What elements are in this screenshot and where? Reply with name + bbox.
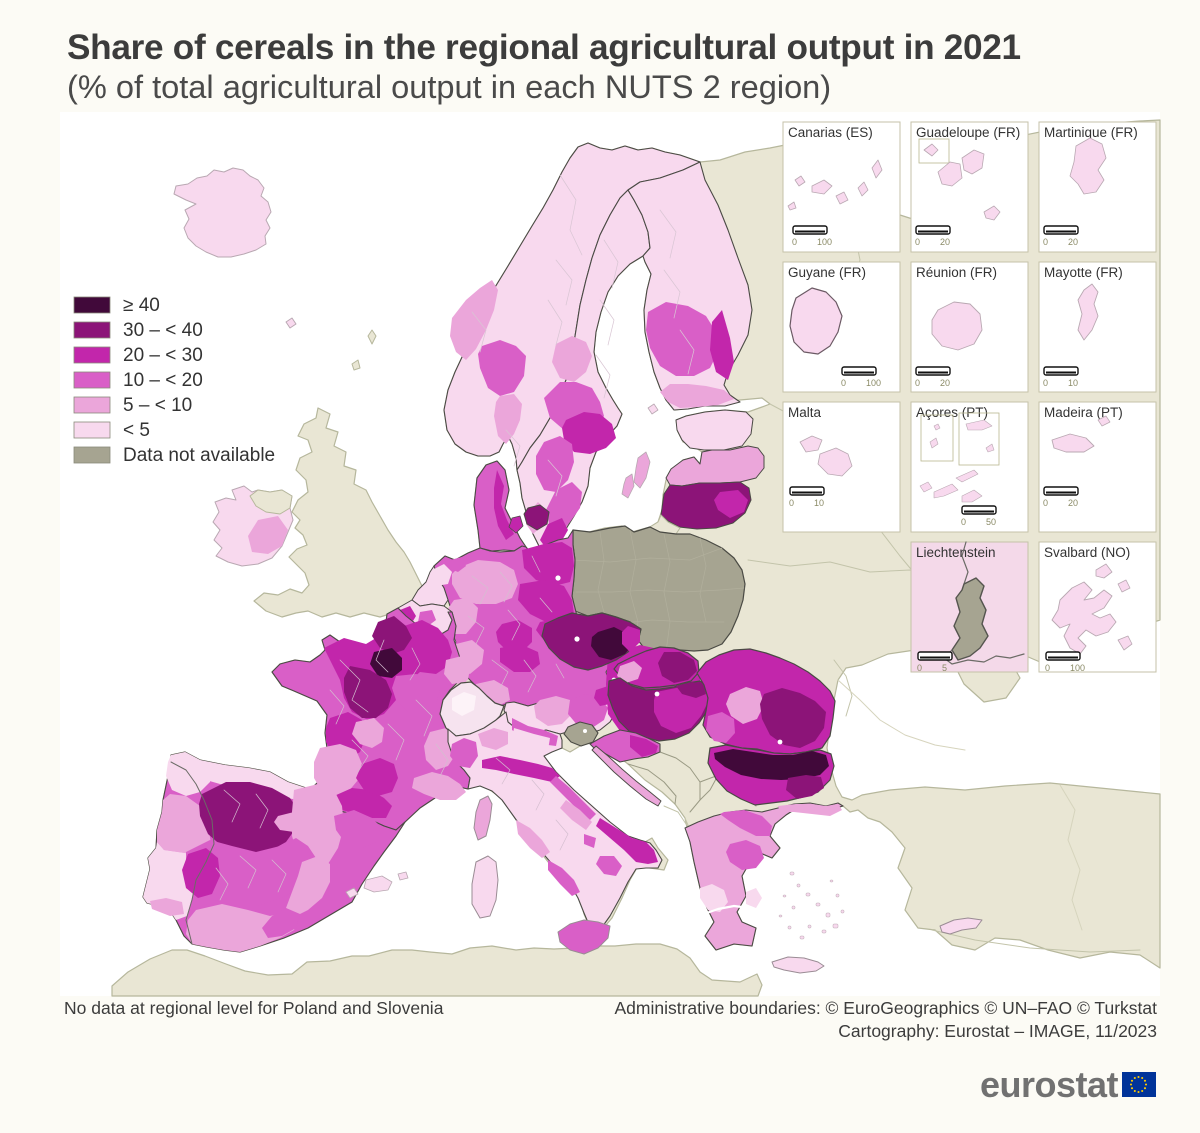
svg-text:Mayotte (FR): Mayotte (FR): [1044, 265, 1123, 280]
svg-text:0: 0: [1043, 237, 1048, 247]
svg-text:Administrative boundaries: © E: Administrative boundaries: © EuroGeograp…: [614, 998, 1157, 1018]
svg-text:≥ 40: ≥ 40: [123, 295, 160, 316]
svg-text:5: 5: [942, 663, 947, 673]
svg-text:10: 10: [814, 498, 824, 508]
svg-text:Guyane (FR): Guyane (FR): [788, 265, 866, 280]
svg-text:Canarias (ES): Canarias (ES): [788, 125, 873, 140]
svg-text:0: 0: [961, 517, 966, 527]
svg-text:Açores (PT): Açores (PT): [916, 405, 988, 420]
svg-text:< 5: < 5: [123, 420, 150, 441]
svg-text:Martinique (FR): Martinique (FR): [1044, 125, 1138, 140]
svg-text:10: 10: [1068, 378, 1078, 388]
svg-text:No data at regional level for: No data at regional level for Poland and…: [64, 998, 444, 1018]
svg-text:0: 0: [1043, 498, 1048, 508]
svg-text:0: 0: [841, 378, 846, 388]
svg-text:Madeira (PT): Madeira (PT): [1044, 405, 1123, 420]
svg-text:100: 100: [866, 378, 881, 388]
svg-text:0: 0: [917, 663, 922, 673]
svg-text:100: 100: [1070, 663, 1085, 673]
svg-text:(% of total agricultural outpu: (% of total agricultural output in each …: [67, 68, 831, 105]
svg-text:eurostat: eurostat: [980, 1064, 1119, 1105]
svg-text:Malta: Malta: [788, 405, 822, 420]
svg-text:Data not available: Data not available: [123, 445, 275, 466]
svg-text:10 – < 20: 10 – < 20: [123, 370, 203, 391]
svg-text:0: 0: [915, 237, 920, 247]
svg-text:Cartography: Eurostat – IMAGE,: Cartography: Eurostat – IMAGE, 11/2023: [838, 1021, 1157, 1041]
svg-text:0: 0: [1045, 663, 1050, 673]
svg-text:30 – < 40: 30 – < 40: [123, 320, 203, 341]
svg-text:Liechtenstein: Liechtenstein: [916, 545, 996, 560]
svg-text:20: 20: [940, 378, 950, 388]
svg-text:20: 20: [1068, 498, 1078, 508]
svg-text:50: 50: [986, 517, 996, 527]
svg-text:0: 0: [1043, 378, 1048, 388]
svg-text:20: 20: [940, 237, 950, 247]
svg-text:0: 0: [915, 378, 920, 388]
svg-text:20: 20: [1068, 237, 1078, 247]
svg-text:5 – < 10: 5 – < 10: [123, 395, 192, 416]
svg-text:0: 0: [792, 237, 797, 247]
svg-text:100: 100: [817, 237, 832, 247]
svg-text:20 – < 30: 20 – < 30: [123, 345, 203, 366]
svg-text:0: 0: [789, 498, 794, 508]
svg-text:Share of cereals in the region: Share of cereals in the regional agricul…: [67, 28, 1021, 67]
svg-text:Guadeloupe (FR): Guadeloupe (FR): [916, 125, 1020, 140]
svg-text:Réunion (FR): Réunion (FR): [916, 265, 997, 280]
svg-text:Svalbard (NO): Svalbard (NO): [1044, 545, 1130, 560]
